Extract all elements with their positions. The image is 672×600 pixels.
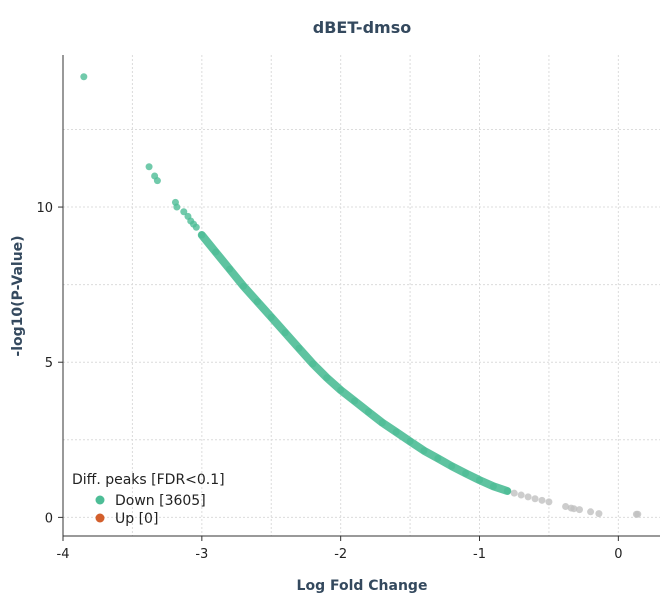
x-tick-label: 0 [614,547,622,562]
x-tick-label: -2 [334,547,347,562]
nonsig-peak-point [545,498,553,506]
nonsig-peak-point [531,495,539,503]
down-peak-point [462,469,470,477]
nonsig-peak-point [538,496,546,504]
down-peak-point [253,298,261,306]
x-tick-label: -3 [195,547,208,562]
down-peak-point [198,231,206,239]
down-peak-point [378,419,386,427]
y-axis-label: -log10(P-Value) [10,235,26,356]
down-peak-point [392,428,400,436]
down-peak-point [173,203,181,211]
data-points [80,73,642,518]
down-peak-point [267,313,275,321]
down-peak-point [337,386,345,394]
down-peak-point [406,437,414,445]
nonsig-peak-point [562,503,570,511]
down-peak-point [434,454,442,462]
down-peak-point [351,397,359,405]
down-peak-point [309,360,317,368]
down-peak-point [153,177,161,185]
down-peak-point [80,73,88,81]
legend-title: Diff. peaks [FDR<0.1] [72,472,225,488]
nonsig-peak-point [524,493,532,501]
down-peak-point [180,208,188,216]
down-peak-point [448,462,456,470]
legend-marker-up [95,513,105,523]
down-peak-point [489,482,497,490]
down-peaks-band [197,231,512,495]
axis-ticks: -4 -3 -2 -1 0 0 5 10 [36,201,622,562]
nonsig-peak-point [595,510,603,518]
down-peak-point [295,344,303,352]
down-peak-point [239,282,247,290]
chart-title: dBET-dmso [313,18,411,37]
down-peak-point [364,408,372,416]
legend-label-down: Down [3605] [115,493,206,509]
down-peak-point [503,487,511,495]
x-tick-label: -4 [57,547,70,562]
x-tick-label: -1 [473,547,486,562]
nonsig-peak-point [517,491,525,499]
grid-lines [62,55,660,536]
down-peak-point [476,476,484,484]
down-peak-point [145,163,153,171]
nonsig-peak-point [587,508,595,516]
down-peak-point [420,447,428,455]
down-peak-point [281,329,289,337]
y-tick-label: 10 [36,201,53,216]
legend: Diff. peaks [FDR<0.1] Down [3605] Up [0] [72,472,225,527]
nonsig-peak-point [575,506,583,514]
nonsig-peak-point [634,510,642,518]
y-tick-label: 0 [45,511,53,526]
y-tick-label: 5 [45,356,53,371]
down-peak-point [323,374,331,382]
down-peak-point [212,248,220,256]
down-peak-point [192,223,200,231]
nonsig-peak-point [570,505,578,513]
nonsig-peak-point [510,489,518,497]
down-peak-point [226,265,234,273]
legend-label-up: Up [0] [115,511,158,527]
legend-marker-down [95,495,105,505]
x-axis-label: Log Fold Change [297,578,428,594]
